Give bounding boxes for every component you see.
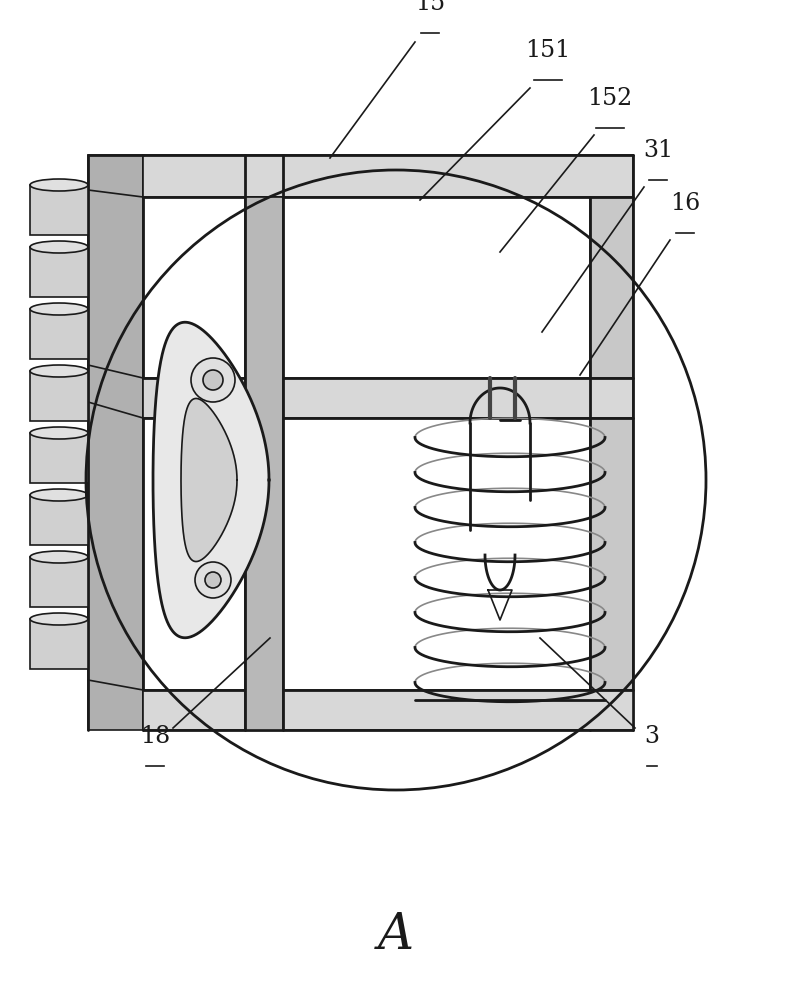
Polygon shape <box>153 322 269 638</box>
Bar <box>143 378 633 418</box>
Bar <box>245 197 283 730</box>
Bar <box>88 155 143 730</box>
Ellipse shape <box>30 241 88 253</box>
Circle shape <box>205 572 221 588</box>
Bar <box>143 690 633 730</box>
Circle shape <box>191 358 235 402</box>
Polygon shape <box>181 398 237 562</box>
Text: A: A <box>378 910 414 960</box>
Text: 3: 3 <box>645 725 660 748</box>
Circle shape <box>203 370 223 390</box>
Ellipse shape <box>30 365 88 377</box>
Bar <box>30 247 88 297</box>
Bar <box>30 371 88 421</box>
Bar <box>143 155 633 197</box>
Bar <box>30 433 88 483</box>
Ellipse shape <box>30 551 88 563</box>
Text: 16: 16 <box>670 192 700 215</box>
Bar <box>30 309 88 359</box>
Ellipse shape <box>30 303 88 315</box>
Bar <box>30 185 88 235</box>
Ellipse shape <box>30 179 88 191</box>
Ellipse shape <box>30 613 88 625</box>
Text: 15: 15 <box>415 0 445 15</box>
Text: 31: 31 <box>643 139 673 162</box>
Text: 152: 152 <box>588 87 633 110</box>
Bar <box>30 619 88 669</box>
Circle shape <box>195 562 231 598</box>
Ellipse shape <box>30 427 88 439</box>
Bar <box>30 495 88 545</box>
Bar <box>590 197 633 730</box>
Bar <box>30 557 88 607</box>
Text: 18: 18 <box>140 725 170 748</box>
Text: 151: 151 <box>525 39 570 62</box>
Ellipse shape <box>30 489 88 501</box>
